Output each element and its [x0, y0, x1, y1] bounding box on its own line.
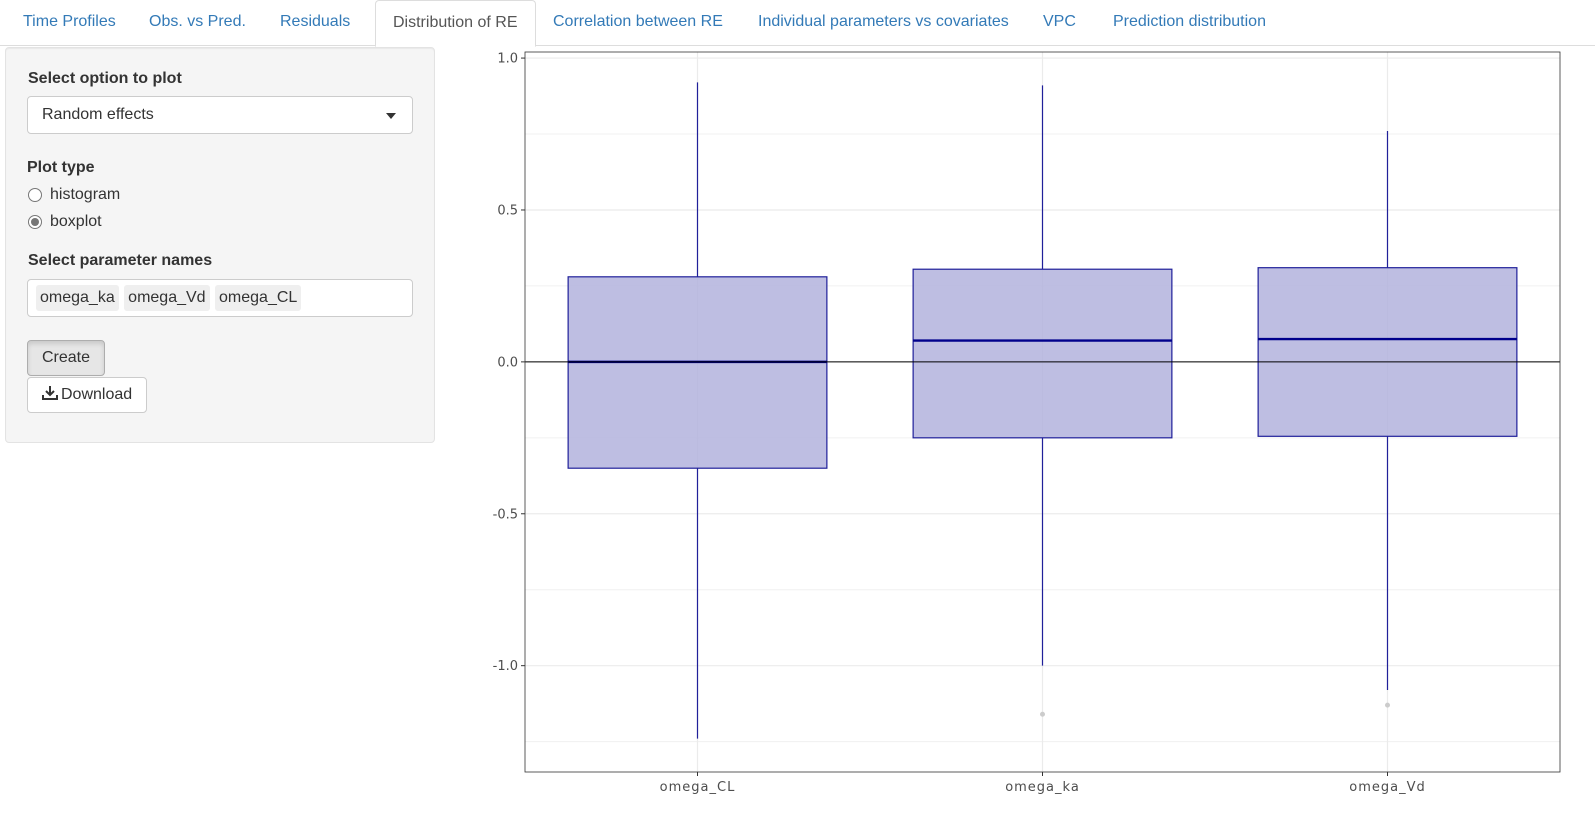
outlier-point: [1040, 711, 1045, 717]
option-label: Select option to plot: [28, 70, 182, 87]
tab-obs-vs-pred[interactable]: Obs. vs Pred.: [149, 13, 246, 30]
param-chip[interactable]: omega_ka: [36, 285, 119, 311]
radio-histogram-label: histogram: [50, 186, 121, 203]
tab-distribution-of-re[interactable]: Distribution of RE: [375, 0, 536, 47]
outlier-point: [1385, 702, 1390, 708]
download-button-label: Download: [61, 386, 133, 403]
boxplot-chart: -1.0 -0.5 0.0 0.5 1.0 omega_CL omega_ka omega_V…: [493, 52, 1561, 795]
y-tick-label: 1.0: [497, 52, 518, 67]
y-tick-label: 0.0: [497, 355, 518, 370]
radio-boxplot-circle[interactable]: [28, 215, 42, 229]
tab-vpc[interactable]: VPC: [1043, 13, 1076, 30]
tab-individual-parameters-vs-covariates[interactable]: Individual parameters vs covariates: [758, 13, 1009, 30]
create-button[interactable]: Create: [27, 340, 106, 376]
tab-bar: Time Profiles Obs. vs Pred. Residuals Di…: [0, 0, 1595, 47]
tab-correlation-between-re[interactable]: Correlation between RE: [553, 13, 723, 30]
plot-type-label: Plot type: [27, 159, 95, 176]
x-tick-label: omega_ka: [1005, 780, 1080, 795]
sidebar-panel: Select option to plot Random effects Plo…: [5, 47, 435, 443]
option-select-value: Random effects: [42, 106, 154, 123]
caret-down-icon: [386, 113, 396, 119]
radio-histogram-circle[interactable]: [28, 188, 42, 202]
box-iqr: [912, 268, 1173, 439]
download-icon: [42, 386, 58, 400]
option-select[interactable]: Random effects: [27, 96, 413, 134]
box-iqr: [567, 276, 828, 469]
param-chip[interactable]: omega_CL: [215, 285, 302, 311]
radio-boxplot-label: boxplot: [50, 213, 102, 230]
x-tick-label: omega_Vd: [1349, 780, 1425, 795]
x-tick-label: omega_CL: [660, 780, 736, 795]
box-iqr: [1257, 267, 1518, 437]
y-tick-label: -0.5: [493, 507, 518, 522]
param-multiselect[interactable]: omega_ka omega_Vd omega_CL: [27, 279, 413, 317]
y-tick-label: 0.5: [497, 203, 518, 218]
param-chip[interactable]: omega_Vd: [124, 285, 210, 311]
tab-prediction-distribution[interactable]: Prediction distribution: [1113, 13, 1266, 30]
tab-time-profiles[interactable]: Time Profiles: [23, 13, 116, 30]
tab-residuals[interactable]: Residuals: [280, 13, 351, 30]
y-tick-label: -1.0: [493, 659, 518, 674]
param-label: Select parameter names: [28, 252, 213, 269]
download-button[interactable]: Download: [27, 377, 148, 413]
create-button-label: Create: [42, 349, 91, 366]
